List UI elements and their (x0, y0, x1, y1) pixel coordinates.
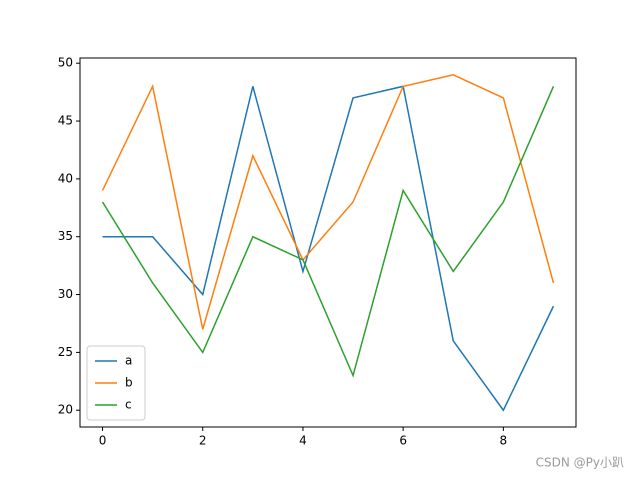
x-tick-label: 4 (299, 434, 307, 448)
line (102, 85, 555, 412)
x-tick-label: 2 (199, 434, 207, 448)
x-tick-label: 6 (399, 434, 407, 448)
axes-frame (79, 57, 577, 428)
y-tick-label: 20 (58, 403, 73, 417)
y-tick-label: 45 (58, 114, 73, 128)
x-tick-label: 0 (99, 434, 107, 448)
x-tick-label: 8 (500, 434, 508, 448)
line (101, 86, 555, 378)
legend-label: c (125, 398, 132, 412)
y-tick-label: 40 (58, 171, 73, 185)
legend-label: a (125, 354, 132, 368)
y-tick-label: 35 (58, 229, 73, 243)
y-tick-label: 30 (58, 287, 73, 301)
y-tick-label: 25 (58, 345, 73, 359)
line (101, 73, 555, 330)
watermark: CSDN @Py小趴 (536, 456, 624, 470)
y-tick-label: 50 (58, 56, 73, 70)
legend-label: b (125, 376, 133, 390)
